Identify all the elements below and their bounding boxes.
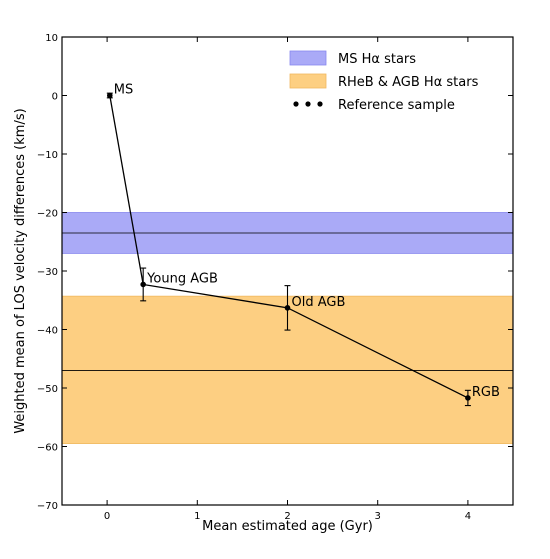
point-label: Young AGB	[146, 271, 218, 286]
legend-label-series-1: Reference sample	[338, 98, 455, 113]
legend-label-band-2: RHeB & AGB Hα stars	[338, 75, 479, 90]
legend-marker-dot	[317, 101, 323, 107]
y-tick-label: −20	[37, 209, 58, 220]
series-layer: MS Young AGB Old AGB RGB	[106, 83, 500, 407]
x-tick-label: 2	[284, 511, 290, 522]
legend-swatch-band-1	[289, 50, 327, 66]
legend-label-band-1: MS Hα stars	[338, 52, 416, 67]
y-tick-label: −60	[37, 443, 58, 454]
ticks-layer: 0 1 2 3 4 10 0 −10 −20 −30 −40 −50 −60 −70	[37, 33, 513, 522]
data-point	[107, 92, 113, 99]
y-tick-label: −40	[37, 326, 58, 337]
legend-swatch-band-2	[289, 73, 327, 89]
y-tick-label: −10	[37, 150, 58, 161]
point-label: Old AGB	[292, 295, 346, 310]
x-axis-label: Mean estimated age (Gyr)	[202, 519, 373, 534]
data-point	[284, 305, 291, 311]
legend-marker-dot	[293, 101, 299, 107]
x-tick-label: 0	[104, 511, 110, 522]
data-point	[465, 395, 471, 401]
data-point	[140, 281, 146, 288]
x-tick-label: 1	[194, 511, 200, 522]
point-label: MS	[114, 83, 133, 98]
series-line	[109, 95, 469, 399]
x-tick-label: 4	[465, 511, 471, 522]
y-tick-label: −70	[37, 501, 58, 512]
point-label: RGB	[472, 385, 500, 400]
x-tick-label: 3	[375, 511, 381, 522]
y-tick-label: −50	[37, 384, 58, 395]
legend-marker-dot	[305, 101, 311, 107]
legend: MS Hα stars RHeB & AGB Hα stars Reference …	[289, 50, 479, 113]
y-axis-label: Weighted mean of LOS velocity difference…	[13, 108, 28, 433]
y-tick-label: −30	[37, 267, 58, 278]
y-tick-label: 0	[52, 92, 58, 103]
y-tick-label: 10	[45, 33, 58, 44]
